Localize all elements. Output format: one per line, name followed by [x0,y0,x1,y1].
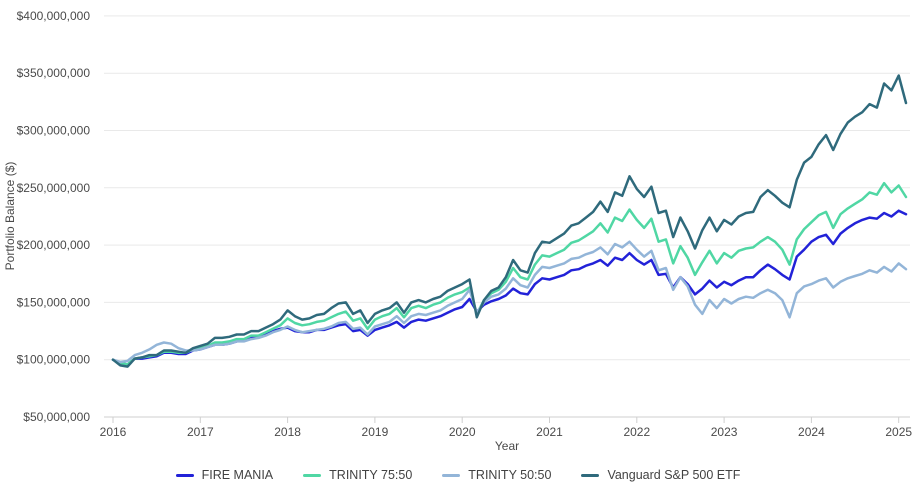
gridlines [104,15,910,418]
legend-item-trinity-50-50[interactable]: TRINITY 50:50 [442,468,551,482]
y-tick-label: $50,000,000 [23,410,90,424]
legend-label-fire-mania: FIRE MANIA [201,468,274,482]
y-tick-label: $100,000,000 [17,353,91,367]
y-axis-title: Portfolio Balance ($) [3,162,17,271]
series-lines [111,74,908,368]
x-tick-label: 2016 [100,425,127,439]
y-tick-label: $350,000,000 [17,66,91,80]
x-axis-labels: 2016 2017 2018 2019 2020 2021 2022 2023 2024 2025 [100,425,913,439]
series-line-trinity-50-50[interactable] [111,240,908,364]
y-axis-labels: $50,000,000 $100,000,000 $150,000,000 $200,… [17,9,91,424]
x-tick-label: 2019 [362,425,389,439]
legend-label-trinity-50-50: TRINITY 50:50 [468,468,552,482]
y-tick-label: $200,000,000 [17,238,91,252]
x-tick-label: 2023 [711,425,738,439]
chart-svg[interactable]: $50,000,000 $100,000,000 $150,000,000 $200,… [0,0,916,460]
legend-label-trinity-75-50: TRINITY 75:50 [329,468,413,482]
y-tick-label: $400,000,000 [17,9,91,23]
legend-item-trinity-75-50[interactable]: TRINITY 75:50 [303,468,412,482]
x-tick-label: 2022 [623,425,650,439]
legend-swatch-vanguard-sp500 [581,473,600,477]
legend-item-fire-mania[interactable]: FIRE MANIA [175,468,274,482]
x-tick-label: 2021 [536,425,563,439]
legend-item-vanguard-sp500[interactable]: Vanguard S&P 500 ETF [581,468,740,482]
x-tick-label: 2017 [187,425,214,439]
x-axis-ticks [112,417,900,423]
series-line-vanguard-s-p-500-etf[interactable] [111,74,908,368]
y-tick-label: $150,000,000 [17,295,91,309]
legend-swatch-trinity-75-50 [303,473,322,477]
y-tick-label: $250,000,000 [17,181,91,195]
chart-legend: FIRE MANIA TRINITY 75:50 TRINITY 50:50 V… [0,462,916,488]
x-tick-label: 2024 [798,425,825,439]
y-tick-label: $300,000,000 [17,124,91,138]
legend-label-vanguard-sp500: Vanguard S&P 500 ETF [607,468,741,482]
x-tick-label: 2025 [885,425,912,439]
legend-swatch-fire-mania [175,473,194,477]
x-axis-title: Year [495,439,519,453]
legend-swatch-trinity-50-50 [442,473,461,477]
x-tick-label: 2018 [274,425,301,439]
series-line-trinity-75-50[interactable] [111,181,908,366]
x-tick-label: 2020 [449,425,476,439]
